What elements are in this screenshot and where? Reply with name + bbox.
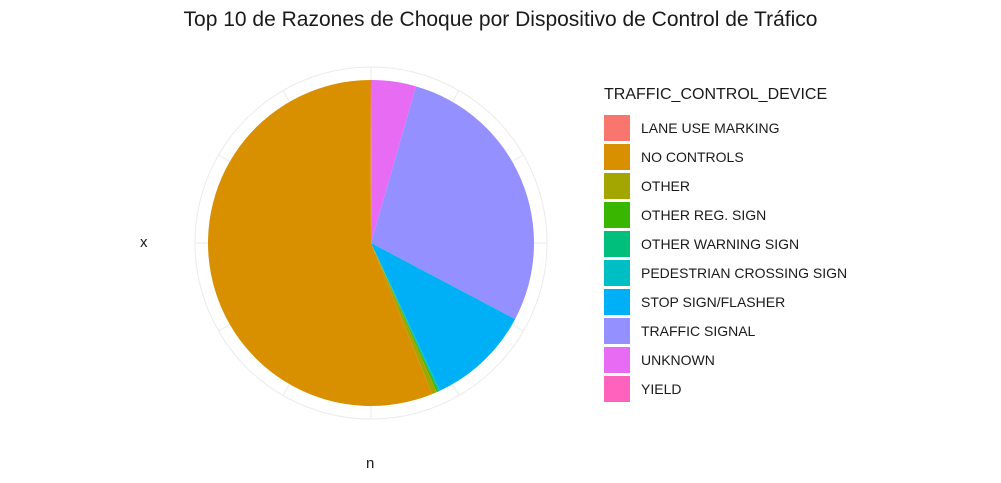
legend-item: UNKNOWN — [604, 345, 847, 374]
legend-key — [604, 288, 630, 315]
grid-tick — [511, 324, 524, 332]
grid-tick — [282, 90, 290, 103]
legend-label: OTHER — [641, 177, 690, 194]
polar-grid — [194, 66, 548, 420]
legend-label: STOP SIGN/FLASHER — [641, 293, 786, 310]
y-axis-label: x — [140, 234, 148, 251]
legend-key — [604, 201, 630, 228]
legend-item: OTHER REG. SIGN — [604, 200, 847, 229]
legend-item: OTHER — [604, 171, 847, 200]
x-axis-label: n — [366, 455, 375, 472]
legend-label: PEDESTRIAN CROSSING SIGN — [641, 264, 848, 281]
pie-slice-other — [371, 243, 437, 395]
legend-key — [604, 346, 630, 373]
grid-tick — [452, 90, 460, 103]
pie-slice-yield — [371, 80, 372, 243]
legend-label: YIELD — [641, 380, 682, 397]
pie-slice-lane-use-marking — [370, 80, 371, 243]
grid-tick — [218, 154, 231, 162]
legend-key — [604, 259, 630, 286]
legend-label: UNKNOWN — [641, 351, 715, 368]
legend-key — [604, 230, 630, 257]
legend-item: OTHER WARNING SIGN — [604, 229, 847, 258]
legend-key — [604, 375, 630, 402]
legend-item: TRAFFIC SIGNAL — [604, 316, 847, 345]
legend-item: NO CONTROLS — [604, 142, 847, 171]
pie-slice-pedestrian-crossing-sign — [371, 243, 441, 392]
grid-tick — [218, 324, 231, 332]
legend-label: TRAFFIC SIGNAL — [641, 322, 756, 339]
legend-key — [604, 317, 630, 344]
pie-slice-unknown — [371, 80, 416, 244]
pie-slice-stop-sign-flasher — [371, 243, 516, 391]
grid-tick — [452, 383, 460, 396]
pie-slice-other-warning-sign — [371, 243, 440, 392]
legend-key — [604, 114, 630, 141]
legend-label: LANE USE MARKING — [641, 119, 780, 136]
legend-label: OTHER REG. SIGN — [641, 206, 767, 223]
legend-key — [604, 172, 630, 199]
pie-slices — [207, 80, 534, 407]
legend-item: PEDESTRIAN CROSSING SIGN — [604, 258, 847, 287]
legend-item: LANE USE MARKING — [604, 113, 847, 142]
legend-label: OTHER WARNING SIGN — [641, 235, 800, 252]
legend: LANE USE MARKING NO CONTROLS OTHER OTHER RE… — [604, 113, 847, 403]
chart-title: Top 10 de Razones de Choque por Disposit… — [183, 8, 818, 31]
legend-label: NO CONTROLS — [641, 148, 744, 165]
grid-tick — [511, 154, 524, 162]
legend-item: YIELD — [604, 374, 847, 403]
pie-slice-other-reg-sign — [371, 243, 439, 393]
pie-slice-no-controls — [207, 80, 433, 407]
legend-key — [604, 143, 630, 170]
legend-title: TRAFFIC_CONTROL_DEVICE — [604, 86, 828, 103]
grid-tick — [282, 383, 290, 396]
pie-slice-traffic-signal — [371, 86, 534, 320]
legend-item: STOP SIGN/FLASHER — [604, 287, 847, 316]
